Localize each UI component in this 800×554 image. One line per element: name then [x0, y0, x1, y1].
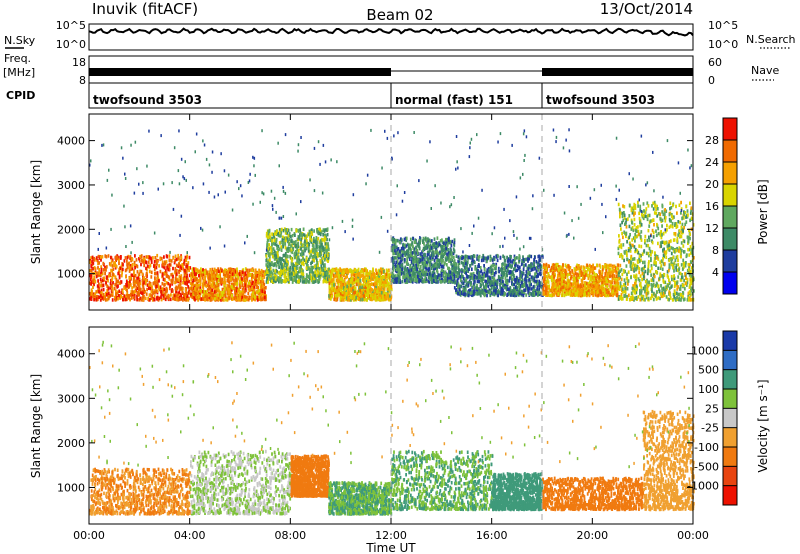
echo-scatter: [89, 340, 695, 516]
colorbar-tick-label: 8: [712, 244, 719, 257]
colorbar-tick-label: 4: [712, 266, 719, 279]
freq-trace: [89, 68, 693, 76]
y-tick-label: 4000: [57, 135, 85, 148]
x-tick-label: 12:00: [375, 529, 407, 542]
date-title: 13/Oct/2014: [600, 0, 693, 18]
x-tick-label: 08:00: [274, 529, 306, 542]
colorbar-tick-label: 500: [698, 364, 719, 377]
beam-title: Beam 02: [366, 6, 433, 24]
nsearch-tick-bottom: 10^0: [708, 38, 738, 51]
nsearch-tick-top: 10^5: [708, 19, 738, 32]
colorbar-tick-label: -25: [701, 422, 719, 435]
power-panel: 1000 2000 3000 4000: [57, 113, 695, 311]
freq-unit-label: [MHz]: [3, 66, 35, 79]
cpid-segments: twofsound 3503 normal (fast) 151 twofsound…: [93, 83, 655, 108]
echo-scatter: [89, 128, 695, 302]
velocity-colorbar: 1000 500 100 25 -25 -100 -500 -1000: [687, 330, 738, 506]
y-tick-label: 1000: [57, 481, 85, 494]
velocity-panel: 1000 2000 3000 4000 00:00 04:00 08:00 12:00 16:0…: [57, 326, 709, 542]
station-title: Inuvik (fitACF): [92, 0, 198, 18]
y-tick-label: 2000: [57, 437, 85, 450]
y-tick-label: 2000: [57, 223, 85, 236]
y-tick-label: 3000: [57, 392, 85, 405]
nave-label: Nave: [751, 64, 779, 77]
power-colorbar: 4 8 12 16 20 24 28: [705, 117, 738, 295]
colorbar-tick-label: 16: [705, 200, 719, 213]
nsky-tick-top: 10^5: [56, 19, 86, 32]
cpid-segment-label: twofsound 3503: [546, 93, 655, 107]
x-tick-label: 00:00: [73, 529, 105, 542]
colorbar-tick-label: 12: [705, 222, 719, 235]
colorbar-tick-label: 1000: [691, 344, 719, 357]
velocity-ylabel: Slant Range [km]: [29, 374, 43, 478]
cpid-segment-label: normal (fast) 151: [395, 93, 513, 107]
freq-tick-top: 18: [72, 56, 86, 69]
colorbar-tick-label: 100: [698, 383, 719, 396]
colorbar-tick-label: 24: [705, 156, 719, 169]
x-tick-label: 04:00: [174, 529, 206, 542]
y-tick-label: 4000: [57, 348, 85, 361]
nsky-tick-bottom: 10^0: [56, 38, 86, 51]
nave-tick-top: 60: [708, 56, 722, 69]
x-tick-label: 16:00: [476, 529, 508, 542]
x-tick-label: 20:00: [576, 529, 608, 542]
freq-label: Freq.: [4, 52, 31, 65]
freq-tick-bottom: 8: [79, 74, 86, 87]
y-tick-label: 3000: [57, 179, 85, 192]
colorbar-tick-label: 20: [705, 178, 719, 191]
power-colorbar-label: Power [dB]: [756, 179, 770, 244]
nsky-panel: [88, 23, 694, 51]
nsky-trace: [88, 27, 694, 37]
y-tick-label: 1000: [57, 268, 85, 281]
colorbar-tick-label: 28: [705, 134, 719, 147]
x-tick-label: 00:00: [677, 529, 709, 542]
colorbar-tick-label: -100: [694, 441, 719, 454]
colorbar-tick-label: 25: [705, 402, 719, 415]
cpid-label: CPID: [6, 89, 35, 102]
colorbar-tick-label: -1000: [687, 480, 719, 493]
nave-tick-bottom: 0: [708, 74, 715, 87]
power-ylabel: Slant Range [km]: [29, 160, 43, 264]
velocity-colorbar-label: Velocity [m s⁻¹]: [756, 379, 770, 472]
nsky-label: N.Sky: [4, 34, 36, 47]
nsearch-label: N.Search: [746, 33, 796, 46]
colorbar-tick-label: -500: [694, 460, 719, 473]
xaxis-title: Time UT: [365, 541, 416, 554]
cpid-segment-label: twofsound 3503: [93, 93, 202, 107]
